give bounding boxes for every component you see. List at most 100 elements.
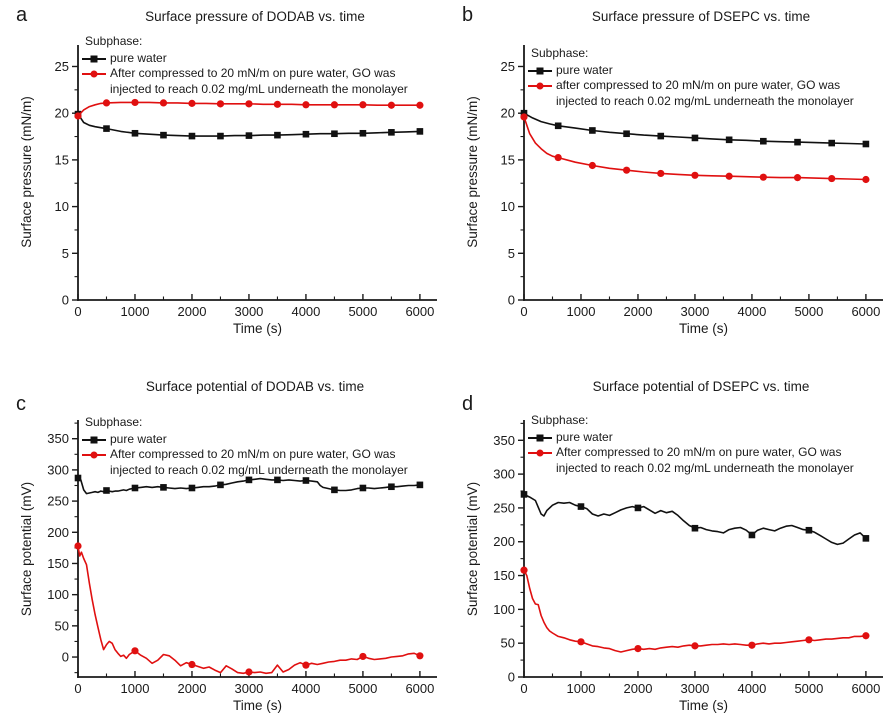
svg-text:6000: 6000 <box>405 304 434 319</box>
svg-text:3000: 3000 <box>234 681 263 696</box>
svg-text:350: 350 <box>47 431 69 446</box>
panel-label-b: b <box>462 4 474 26</box>
svg-text:0: 0 <box>508 670 515 685</box>
legend-entry: pure water <box>528 430 854 446</box>
svg-text:200: 200 <box>47 525 69 540</box>
legend-title: Subphase: <box>85 415 143 429</box>
svg-text:3000: 3000 <box>680 681 709 696</box>
svg-text:150: 150 <box>493 568 515 583</box>
svg-text:300: 300 <box>47 462 69 477</box>
legend-entry-label: pure water <box>556 429 613 444</box>
svg-text:6000: 6000 <box>851 304 880 319</box>
chart-title-d: Surface potential of DSEPC vs. time <box>592 379 810 394</box>
svg-text:5000: 5000 <box>794 304 823 319</box>
y-axis-label-c: Surface potential (mV) <box>19 481 34 617</box>
legend-entry: after compressed to 20 mN/m on pure wate… <box>528 78 854 109</box>
svg-text:4000: 4000 <box>291 681 320 696</box>
svg-text:5000: 5000 <box>348 681 377 696</box>
svg-text:0: 0 <box>74 681 81 696</box>
x-axis-label-b: Time (s) <box>679 321 728 336</box>
x-axis-label-a: Time (s) <box>233 321 282 336</box>
svg-text:10: 10 <box>501 199 515 214</box>
legend-entry-label: pure water <box>110 431 167 446</box>
svg-text:0: 0 <box>62 650 69 665</box>
svg-text:2000: 2000 <box>178 681 207 696</box>
legend-title: Subphase: <box>531 46 589 60</box>
svg-text:4000: 4000 <box>737 681 766 696</box>
panel-label-c: c <box>16 393 26 415</box>
chart-title-c: Surface potential of DODAB vs. time <box>145 379 365 394</box>
svg-text:4000: 4000 <box>737 304 766 319</box>
svg-text:20: 20 <box>55 106 69 121</box>
legend-title: Subphase: <box>85 34 143 48</box>
legend-entry: After compressed to 20 mN/m on pure wate… <box>82 66 408 97</box>
svg-text:50: 50 <box>55 618 69 633</box>
svg-text:1000: 1000 <box>121 681 150 696</box>
legend-a: Subphase: pure water After compressed to… <box>82 34 408 97</box>
plot-canvas-a: 0 1000 2000 3000 4000 5000 6000 0 5 10 15 20 25 <box>55 45 437 319</box>
black-square-marker-icon <box>528 63 552 79</box>
legend-title: Subphase: <box>531 413 589 427</box>
chart-title-a: Surface pressure of DODAB vs. time <box>145 9 365 24</box>
svg-text:25: 25 <box>501 59 515 74</box>
legend-entry-label: After compressed to 20 mN/m on pure wate… <box>556 445 854 475</box>
svg-text:10: 10 <box>55 199 69 214</box>
legend-entry: After compressed to 20 mN/m on pure wate… <box>82 447 408 478</box>
legend-entry-label: After compressed to 20 mN/m on pure wate… <box>110 447 408 477</box>
panel-label-d: d <box>462 393 474 415</box>
black-square-marker-icon <box>82 51 106 67</box>
legend-entry-label: After compressed to 20 mN/m on pure wate… <box>110 66 408 96</box>
svg-text:200: 200 <box>493 534 515 549</box>
red-circle-marker-icon <box>528 445 552 461</box>
legend-b: Subphase: pure water after compressed to… <box>528 46 854 109</box>
legend-c: Subphase: pure water After compressed to… <box>82 415 408 478</box>
legend-entry-label: pure water <box>110 50 167 65</box>
svg-text:0: 0 <box>74 304 81 319</box>
plot-canvas-c: 0 1000 2000 3000 4000 5000 6000 0 50 100 150 200 250… <box>47 420 437 696</box>
red-circle-marker-icon <box>528 78 552 94</box>
svg-text:50: 50 <box>501 636 515 651</box>
svg-text:2000: 2000 <box>624 681 653 696</box>
black-square-marker-icon <box>528 430 552 446</box>
svg-text:15: 15 <box>55 152 69 167</box>
legend-entry: pure water <box>528 63 854 79</box>
svg-text:5000: 5000 <box>348 304 377 319</box>
svg-text:0: 0 <box>508 293 515 308</box>
svg-text:250: 250 <box>47 494 69 509</box>
svg-text:5: 5 <box>508 246 515 261</box>
panel-label-a: a <box>16 4 28 26</box>
svg-text:1000: 1000 <box>567 681 596 696</box>
panel-d: 0 1000 2000 3000 4000 5000 6000 0 50 100 150 200 250… <box>446 375 892 722</box>
svg-text:1000: 1000 <box>121 304 150 319</box>
y-axis-label-d: Surface potential (mV) <box>465 481 480 617</box>
svg-text:6000: 6000 <box>851 681 880 696</box>
svg-text:2000: 2000 <box>624 304 653 319</box>
red-circle-marker-icon <box>82 447 106 463</box>
svg-text:6000: 6000 <box>405 681 434 696</box>
svg-text:150: 150 <box>47 556 69 571</box>
svg-text:100: 100 <box>493 602 515 617</box>
panel-c: 0 1000 2000 3000 4000 5000 6000 0 50 100 150 200 250… <box>0 375 446 722</box>
svg-text:100: 100 <box>47 587 69 602</box>
svg-text:350: 350 <box>493 433 515 448</box>
legend-entry-label: after compressed to 20 mN/m on pure wate… <box>556 78 854 108</box>
svg-text:5000: 5000 <box>794 681 823 696</box>
y-axis-label-b: Surface pressure (mN/m) <box>465 96 480 248</box>
svg-text:25: 25 <box>55 59 69 74</box>
svg-text:0: 0 <box>62 293 69 308</box>
panel-a: 0 1000 2000 3000 4000 5000 6000 0 5 10 15 20 25 a Su… <box>0 0 446 375</box>
red-circle-marker-icon <box>82 66 106 82</box>
svg-text:300: 300 <box>493 467 515 482</box>
plot-canvas-d: 0 1000 2000 3000 4000 5000 6000 0 50 100 150 200 250… <box>493 420 883 696</box>
plot-canvas-b: 0 1000 2000 3000 4000 5000 6000 0 5 10 15 20 25 <box>501 45 883 319</box>
panel-b: 0 1000 2000 3000 4000 5000 6000 0 5 10 15 20 25 b Su… <box>446 0 892 375</box>
svg-text:0: 0 <box>520 304 527 319</box>
y-axis-label-a: Surface pressure (mN/m) <box>19 96 34 248</box>
legend-d: Subphase: pure water After compressed to… <box>528 413 854 476</box>
legend-entry: pure water <box>82 432 408 448</box>
svg-text:1000: 1000 <box>567 304 596 319</box>
svg-text:250: 250 <box>493 500 515 515</box>
black-square-marker-icon <box>82 432 106 448</box>
x-axis-label-d: Time (s) <box>679 698 728 713</box>
